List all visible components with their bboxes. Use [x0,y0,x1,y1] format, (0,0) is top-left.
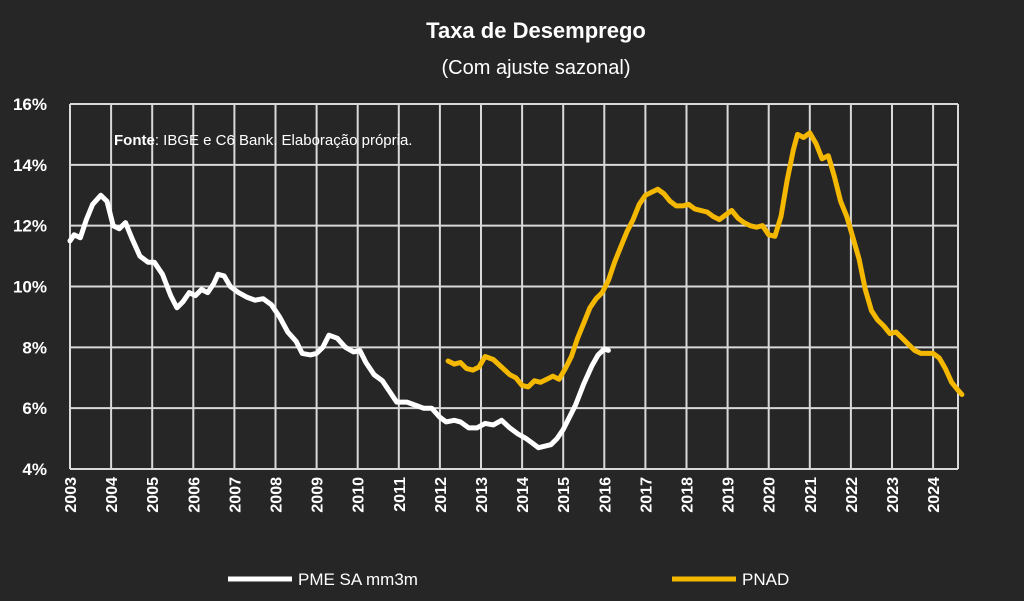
x-tick-label: 2006 [186,477,203,513]
source-note: Fonte: IBGE e C6 Bank. Elaboração própri… [114,132,412,149]
x-tick-label: 2024 [926,477,943,513]
x-axis-ticks: 2003 2004 2005 2006 2007 2008 2009 2010 2011 2012… [63,477,943,513]
y-axis-ticks: 4% 6% 8% 10% 12% 14% 16% [13,95,47,479]
x-tick-label: 2011 [392,477,409,512]
chart-title: Taxa de Desemprego [426,18,646,43]
x-tick-label: 2015 [556,477,573,513]
x-tick-label: 2017 [638,477,655,513]
legend: PME SA mm3m PNAD [228,570,789,589]
x-tick-label: 2007 [227,477,244,513]
x-tick-label: 2014 [515,477,532,513]
x-tick-label: 2019 [721,477,738,513]
x-tick-label: 2008 [269,477,286,513]
series-lines [67,130,965,451]
x-tick-label: 2009 [310,477,327,513]
grid [69,103,959,470]
legend-label-pme: PME SA mm3m [298,570,418,589]
y-tick-label: 10% [13,278,47,297]
y-tick-label: 4% [22,460,47,479]
chart-subtitle: (Com ajuste sazonal) [442,57,631,79]
x-tick-label: 2005 [145,477,162,513]
y-tick-label: 6% [22,399,47,418]
x-tick-label: 2010 [351,477,368,513]
x-tick-label: 2018 [680,477,697,513]
x-tick-label: 2020 [762,477,779,513]
series-line-pnad [445,130,965,397]
x-tick-label: 2013 [474,477,491,513]
x-tick-label: 2021 [803,477,820,513]
series-line-pme [67,192,611,451]
x-tick-label: 2016 [597,477,614,513]
y-tick-label: 16% [13,95,47,114]
legend-label-pnad: PNAD [742,570,789,589]
source-note-text: : IBGE e C6 Bank. Elaboração própria. [155,132,413,149]
x-tick-label: 2003 [63,477,80,513]
source-note-label: Fonte [114,132,155,149]
y-tick-label: 8% [22,338,47,357]
y-tick-label: 12% [13,217,47,236]
x-tick-label: 2023 [885,477,902,513]
x-tick-label: 2012 [433,477,450,513]
x-tick-label: 2022 [844,477,861,513]
y-tick-label: 14% [13,156,47,175]
x-tick-label: 2004 [104,477,121,513]
